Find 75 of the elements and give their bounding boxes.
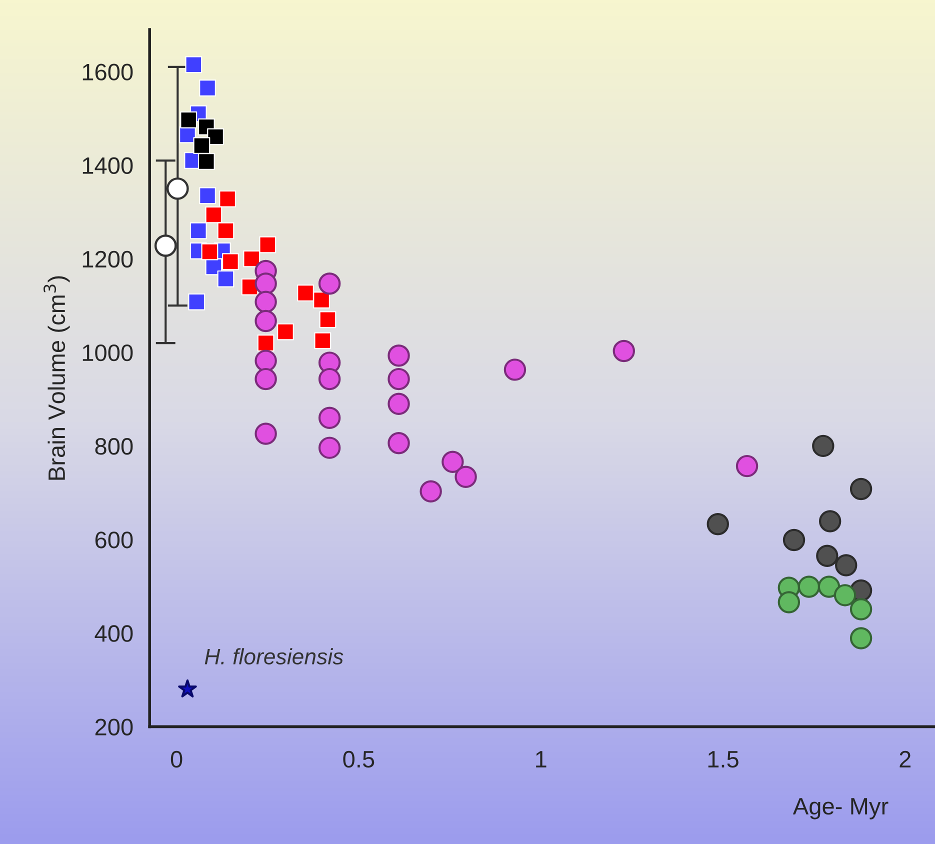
point [834,584,856,606]
point [222,253,239,270]
x-tick-label: 1.5 [708,751,738,768]
y-tick-label: 1600 [82,64,133,80]
y-axis-title: Brain Volume (cm$^{3}$) [44,276,70,480]
point [388,344,410,367]
point [217,222,234,240]
point [154,234,177,257]
point [188,293,206,310]
point [254,290,277,313]
point [178,679,197,698]
point [818,510,842,532]
y-tick-label: 1200 [82,250,133,268]
point [850,598,872,620]
y-tick-label: 1400 [82,157,133,174]
point [217,270,234,288]
point [254,272,277,295]
point [504,358,526,381]
point [254,422,277,445]
point [388,368,410,390]
y-tick-label: 600 [95,532,133,548]
point [736,454,758,478]
x-tick-label: 1 [536,751,546,768]
point [850,478,872,500]
point [778,591,800,614]
point [318,436,341,459]
point [259,236,276,254]
y-tick-label: 200 [95,718,133,736]
point [318,272,341,295]
annotation: H. floresiensis [204,648,344,664]
y-tick-label: 800 [95,438,133,455]
point [193,137,210,154]
point [313,292,330,308]
point [612,340,636,362]
point [277,323,294,340]
point [180,111,198,128]
point [798,576,820,598]
point [254,350,277,372]
x-tick-label: 2 [900,750,911,768]
point [442,450,464,473]
point [816,544,838,568]
point [243,250,260,268]
point [319,311,336,328]
point [201,243,218,260]
point [205,206,222,224]
x-axis-title: Age- Myr [792,798,888,820]
point [835,554,858,576]
point [254,368,277,390]
point [199,187,216,204]
point [297,284,314,302]
point [257,334,274,352]
x-tick-label: 0.5 [343,750,374,768]
point [818,576,840,598]
point [782,528,806,552]
point [318,368,341,390]
point [850,627,872,650]
point [454,466,477,488]
point [318,406,341,429]
point [388,392,410,415]
point [706,512,729,536]
point [207,128,224,146]
point [254,310,277,332]
point [198,153,215,170]
point [199,80,216,96]
point [812,434,834,458]
point [314,332,332,350]
point [219,190,236,208]
point [420,480,442,502]
y-tick-label: 400 [94,625,133,642]
point [190,222,207,240]
point [166,177,189,200]
point [388,432,410,454]
x-tick-label: 0 [170,750,182,768]
y-tick-label: 1000 [82,344,133,362]
point [185,56,202,74]
